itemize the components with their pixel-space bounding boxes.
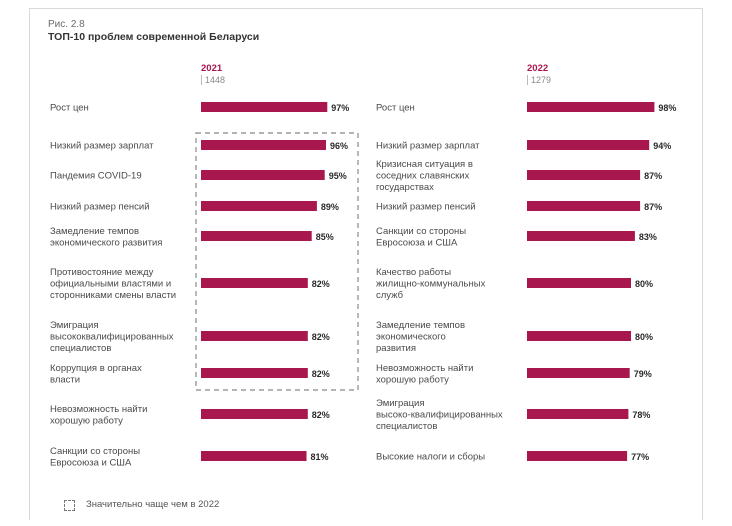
value-label-2021-4: 89% [321,202,339,212]
bar-2022-8 [527,368,630,378]
value-label-2022-10: 77% [631,452,649,462]
category-label-2022-1: Рост цен [376,103,415,114]
bar-2022-10 [527,451,628,461]
category-label-2021-7: Эмиграция высококвалифицированных специали… [50,320,174,354]
category-label-2021-8: Коррупция в органах власти [50,363,142,386]
bar-2022-4 [527,201,641,211]
category-label-2022-5: Санкции со стороны Евросоюза и США [376,226,466,249]
category-label-2022-9: Эмиграция высоко-квалифицированных специал… [376,398,503,432]
bar-2021-5 [201,231,312,241]
value-label-2021-2: 96% [330,141,348,151]
value-label-2022-6: 80% [635,279,653,289]
bar-2021-8 [201,368,308,378]
highlight-legend-label: Значительно чаще чем в 2022 [86,499,220,510]
figure-label: Рис. 2.8 [48,19,85,30]
year-2021: 2021 [201,63,223,74]
value-label-2022-3: 87% [644,171,662,181]
value-label-2021-9: 82% [312,410,330,420]
sample-2022: 1279 [527,75,551,85]
value-label-2022-4: 87% [644,202,662,212]
value-label-2022-2: 94% [653,141,671,151]
bar-2022-1 [527,102,655,112]
value-label-2021-6: 82% [312,279,330,289]
category-label-2021-6: Противостояние между официальными властям… [50,267,176,301]
bar-2022-5 [527,231,635,241]
bar-2021-2 [201,140,326,150]
value-label-2022-7: 80% [635,332,653,342]
category-label-2022-3: Кризисная ситуация в соседних славянских г… [376,159,473,193]
bar-2022-3 [527,170,641,180]
category-label-2021-3: Пандемия COVID-19 [50,171,142,182]
category-label-2022-6: Качество работы жилищно-коммунальных служб [376,267,486,301]
highlight-legend-icon [64,500,75,511]
category-label-2022-10: Высокие налоги и сборы [376,452,485,463]
category-label-2021-1: Рост цен [50,103,89,114]
bar-2022-2 [527,140,650,150]
value-label-2022-8: 79% [634,369,652,379]
value-label-2021-5: 85% [316,232,334,242]
category-label-2021-10: Санкции со стороны Евросоюза и США [50,446,140,469]
bar-2021-4 [201,201,317,211]
value-label-2021-10: 81% [311,452,329,462]
figure-frame [29,8,703,520]
value-label-2021-8: 82% [312,369,330,379]
category-label-2021-2: Низкий размер зарплат [50,141,154,152]
sample-2021: 1448 [201,75,225,85]
value-label-2022-9: 78% [632,410,650,420]
category-label-2022-8: Невозможность найти хорошую работу [376,363,473,386]
highlight-box [195,132,359,391]
bar-2021-3 [201,170,325,180]
value-label-2021-3: 95% [329,171,347,181]
value-label-2022-5: 83% [639,232,657,242]
bar-2021-6 [201,278,308,288]
value-label-2021-7: 82% [312,332,330,342]
bar-2021-1 [201,102,328,112]
value-label-2022-1: 98% [658,103,676,113]
value-label-2021-1: 97% [331,103,349,113]
category-label-2021-5: Замедление темпов экономического развития [50,226,162,249]
category-label-2022-4: Низкий размер пенсий [376,202,476,213]
category-label-2022-7: Замедление темпов экономического развития [376,320,465,354]
category-label-2021-9: Невозможность найти хорошую работу [50,404,147,427]
category-label-2021-4: Низкий размер пенсий [50,202,150,213]
bar-2021-9 [201,409,308,419]
bar-2021-10 [201,451,307,461]
bar-2022-9 [527,409,629,419]
bar-2022-7 [527,331,631,341]
category-label-2022-2: Низкий размер зарплат [376,141,480,152]
year-2022: 2022 [527,63,549,74]
figure-title: ТОП-10 проблем современной Беларуси [48,31,260,43]
bar-2022-6 [527,278,631,288]
bar-2021-7 [201,331,308,341]
